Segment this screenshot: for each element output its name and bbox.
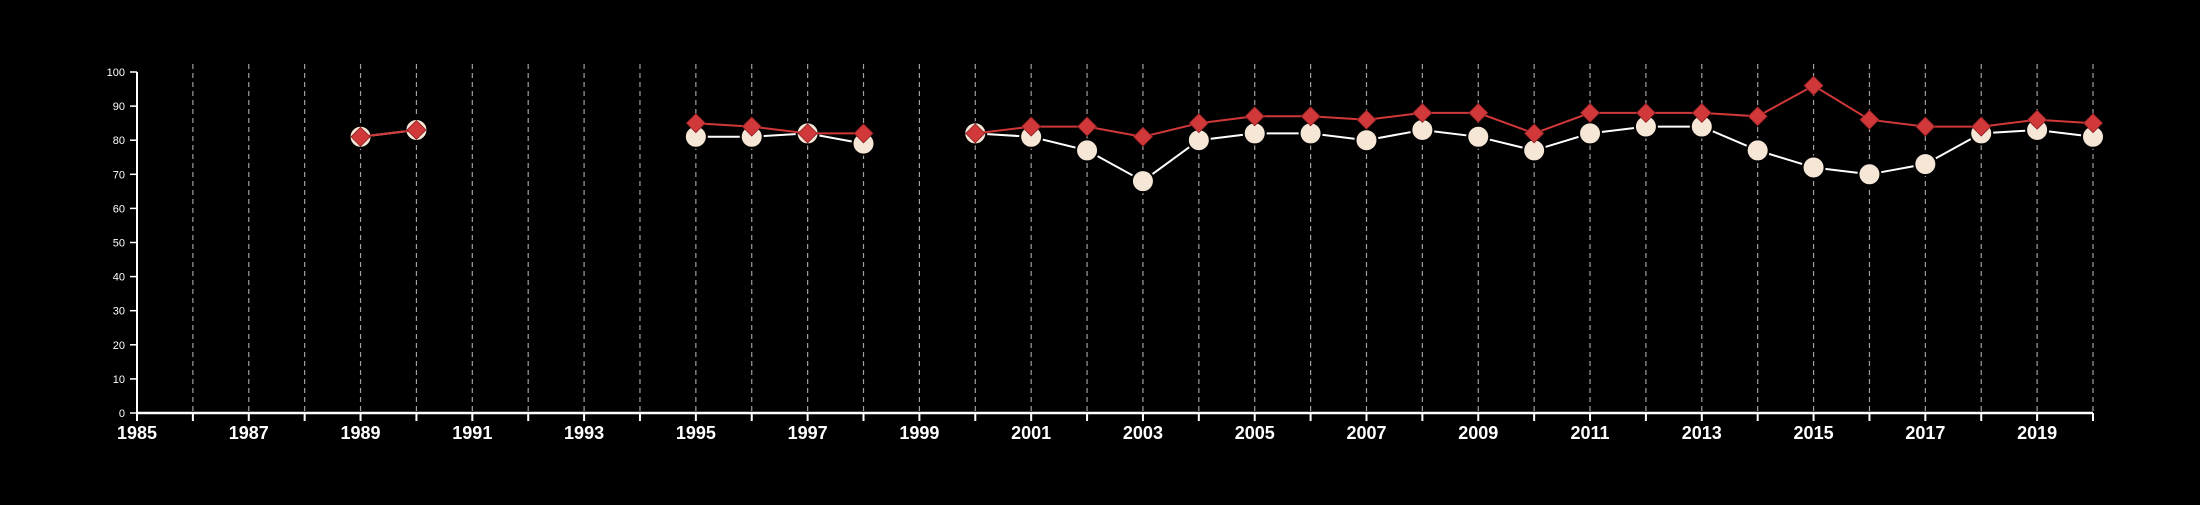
data-point-diamond — [1691, 102, 1712, 123]
data-point-diamond — [741, 116, 762, 137]
data-point-circle — [1130, 169, 1155, 194]
x-tick-label: 2001 — [1011, 423, 1051, 443]
data-point-diamond — [2082, 113, 2104, 134]
series-2 — [350, 75, 2104, 147]
data-point-diamond — [1356, 109, 1377, 130]
data-point-circle — [1578, 121, 1603, 146]
data-point-diamond — [406, 119, 427, 141]
x-tick-label: 2009 — [1458, 423, 1498, 443]
x-tick-label: 1999 — [899, 423, 939, 443]
data-point-diamond — [1524, 123, 1545, 144]
axes: 0 10 20 30 40 50 60 70 80 90 100 1985 1987 1989 1991 19… — [107, 67, 2094, 443]
data-point-circle — [1354, 128, 1379, 153]
data-point-circle — [1745, 138, 1770, 163]
y-tick-label: 0 — [119, 408, 125, 420]
data-point-diamond — [1803, 75, 1824, 96]
data-point-circle — [1075, 138, 1100, 163]
data-point-diamond — [965, 123, 986, 144]
y-tick-label: 90 — [113, 101, 125, 113]
data-point-circle — [1857, 162, 1882, 187]
x-tick-label: 2003 — [1123, 423, 1163, 443]
data-point-diamond — [1971, 116, 1992, 137]
data-point-diamond — [853, 123, 874, 144]
y-tick-label: 80 — [113, 135, 125, 147]
series-group — [348, 75, 2105, 194]
data-point-diamond — [685, 113, 706, 134]
data-point-circle — [1801, 155, 1826, 180]
series-line — [695, 122, 864, 135]
data-point-circle — [1466, 124, 1491, 149]
x-tick-label: 2017 — [1905, 423, 1945, 443]
data-point-diamond — [1021, 116, 1042, 137]
y-tick-label: 20 — [113, 340, 125, 352]
x-tick-label: 2013 — [1682, 423, 1722, 443]
x-tick-label: 1995 — [676, 423, 716, 443]
x-tick-label: 2015 — [1794, 423, 1834, 443]
data-point-diamond — [350, 126, 371, 147]
x-tick-label: 2011 — [1570, 423, 1609, 443]
data-point-diamond — [1635, 102, 1656, 123]
y-tick-label: 40 — [113, 272, 125, 284]
x-tick-label: 1991 — [452, 423, 492, 443]
data-point-diamond — [1579, 102, 1601, 123]
x-tick-label: 2005 — [1235, 423, 1275, 443]
data-point-diamond — [1747, 106, 1768, 127]
data-point-diamond — [2027, 109, 2048, 130]
data-point-circle — [1913, 152, 1938, 177]
data-point-diamond — [1132, 126, 1154, 147]
y-tick-label: 50 — [113, 238, 125, 250]
data-point-diamond — [1076, 116, 1098, 137]
x-tick-label: 1985 — [117, 423, 157, 443]
series-line — [360, 129, 417, 138]
data-point-diamond — [1188, 113, 1209, 134]
y-tick-label: 70 — [113, 169, 125, 181]
data-point-diamond — [1468, 102, 1489, 123]
data-point-diamond — [797, 123, 818, 144]
y-tick-label: 60 — [113, 203, 125, 215]
y-tick-label: 10 — [113, 374, 125, 386]
y-tick-label: 30 — [113, 306, 125, 318]
x-tick-label: 1993 — [564, 423, 604, 443]
data-point-diamond — [1859, 109, 1880, 130]
series-line — [695, 132, 864, 145]
gridlines — [192, 64, 2094, 413]
data-point-diamond — [1300, 106, 1321, 127]
data-point-diamond — [1412, 102, 1433, 123]
x-tick-label: 2019 — [2017, 423, 2057, 443]
x-tick-label: 2007 — [1346, 423, 1386, 443]
x-tick-label: 1989 — [341, 423, 381, 443]
series-1 — [348, 114, 2105, 194]
data-point-diamond — [1244, 106, 1265, 127]
data-point-diamond — [1915, 116, 1936, 137]
x-tick-label: 1997 — [788, 423, 828, 443]
x-tick-label: 1987 — [229, 423, 269, 443]
y-tick-label: 100 — [107, 67, 125, 79]
